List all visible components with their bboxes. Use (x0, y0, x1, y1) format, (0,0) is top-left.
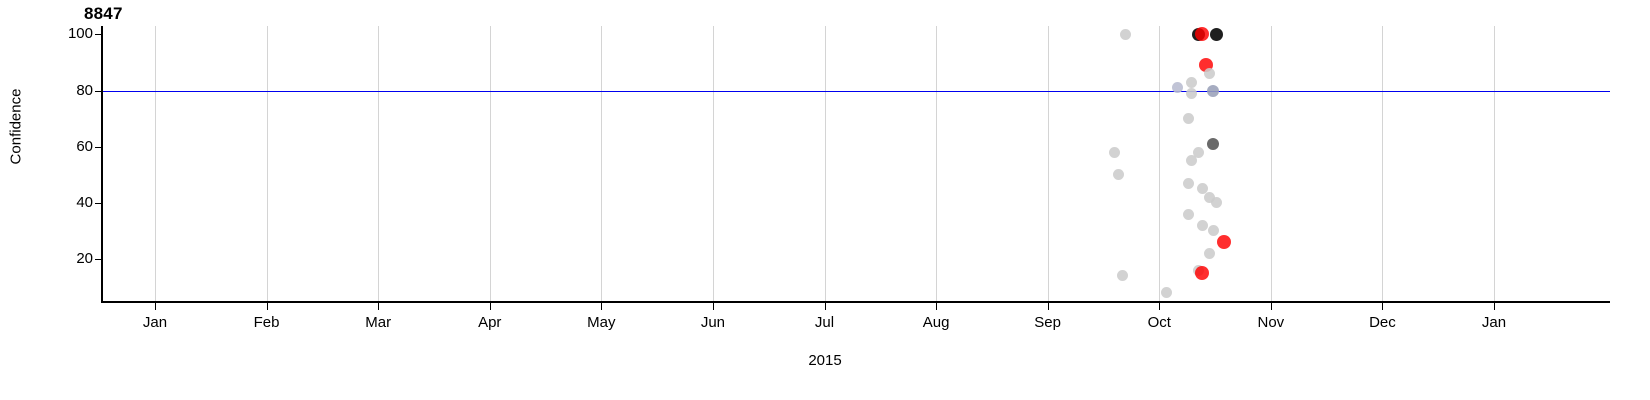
data-point (1171, 82, 1183, 94)
gridline-vertical (1159, 26, 1161, 301)
gridline-vertical (155, 26, 156, 301)
data-point (1204, 191, 1216, 203)
gridline-vertical (1382, 26, 1384, 301)
y-tick-mark (95, 202, 101, 204)
x-tick-mark (378, 303, 380, 310)
data-point (1186, 76, 1198, 88)
x-axis-title: 2015 (808, 352, 842, 369)
gridline-vertical (1494, 26, 1495, 301)
x-tick-label: Jan (142, 314, 168, 331)
x-tick-mark (824, 303, 826, 310)
data-point (1195, 265, 1210, 280)
x-tick-label: May (587, 314, 616, 331)
data-point (1112, 169, 1124, 181)
x-tick-label: Oct (1147, 314, 1171, 331)
x-tick-label: Aug (922, 314, 950, 331)
x-tick-label: Nov (1257, 314, 1285, 331)
y-tick-label: 20 (76, 249, 93, 267)
gridline-vertical (489, 26, 491, 301)
x-tick-mark (1270, 303, 1272, 310)
x-tick-label: Jul (814, 314, 835, 331)
y-tick-label: 40 (76, 193, 93, 211)
x-tick-label: Mar (365, 314, 392, 331)
x-tick-label: Apr (478, 314, 502, 331)
data-point (1217, 235, 1232, 250)
chart-title: 8847 (84, 4, 123, 23)
y-tick-label: 60 (76, 137, 93, 155)
data-point (1182, 208, 1194, 220)
x-tick-mark (601, 303, 603, 310)
y-tick-label: 80 (76, 81, 93, 99)
data-point (1196, 183, 1208, 195)
x-tick-mark (1382, 303, 1384, 310)
data-point (1186, 87, 1198, 99)
x-tick-mark (266, 303, 268, 310)
x-axis-line (101, 301, 1610, 303)
data-point (1210, 27, 1224, 41)
y-axis-line (101, 26, 103, 301)
x-tick-mark (155, 303, 156, 310)
x-tick-mark (712, 303, 714, 310)
data-point (1160, 287, 1172, 299)
data-point (1193, 146, 1205, 158)
y-tick-mark (95, 258, 101, 260)
reference-line (101, 90, 1610, 92)
data-point (1207, 225, 1219, 237)
data-point (1204, 247, 1216, 259)
y-tick-mark (95, 34, 101, 36)
data-point (1182, 177, 1194, 189)
y-tick-label: 100 (67, 25, 93, 43)
gridline-vertical (266, 26, 268, 301)
data-point (1207, 84, 1220, 97)
data-point (1195, 27, 1210, 42)
data-point (1207, 137, 1220, 150)
x-tick-mark (936, 303, 938, 310)
x-tick-mark (1494, 303, 1495, 310)
y-tick-mark (95, 146, 101, 148)
data-point (1109, 146, 1121, 158)
x-tick-label: Dec (1369, 314, 1396, 331)
gridline-vertical (601, 26, 603, 301)
gridline-vertical (712, 26, 714, 301)
x-tick-mark (1047, 303, 1049, 310)
data-point (1120, 28, 1132, 40)
gridline-vertical (378, 26, 380, 301)
x-tick-label: Jun (700, 314, 725, 331)
gridline-vertical (936, 26, 938, 301)
y-tick-mark (95, 90, 101, 92)
gridline-vertical (1270, 26, 1272, 301)
data-point (1204, 68, 1216, 80)
data-point (1182, 113, 1194, 125)
data-point (1211, 197, 1223, 209)
data-point (1116, 270, 1128, 282)
x-tick-mark (1159, 303, 1161, 310)
x-tick-label: Feb (253, 314, 280, 331)
x-tick-label: Jan (1481, 314, 1507, 331)
plot-area (101, 26, 1610, 301)
gridline-vertical (824, 26, 826, 301)
y-axis-title: Confidence (7, 88, 25, 165)
gridline-vertical (1047, 26, 1049, 301)
x-tick-label: Sep (1034, 314, 1061, 331)
data-point (1186, 155, 1198, 167)
x-tick-mark (489, 303, 491, 310)
data-point (1196, 219, 1208, 231)
